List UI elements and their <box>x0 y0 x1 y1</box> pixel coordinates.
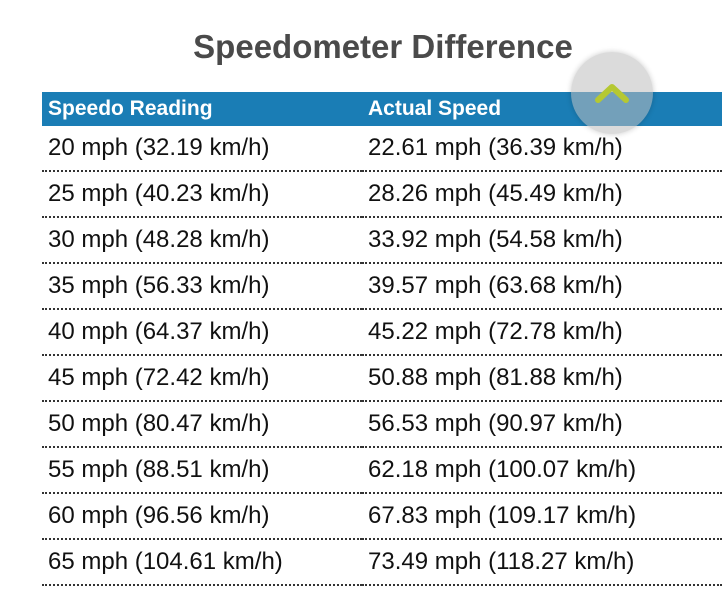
table-row: 40 mph (64.37 km/h) 45.22 mph (72.78 km/h… <box>42 309 722 356</box>
table-cell: 56.53 mph (90.97 km/h) <box>362 401 722 448</box>
table-row: 25 mph (40.23 km/h) 28.26 mph (45.49 km/h… <box>42 171 722 218</box>
column-header: Actual Speed <box>362 92 722 126</box>
table-cell: 30 mph (48.28 km/h) <box>42 217 362 264</box>
table-cell: 28.26 mph (45.49 km/h) <box>362 171 722 218</box>
chevron-icon <box>595 84 629 103</box>
scroll-top-button[interactable] <box>571 52 653 134</box>
table-cell: 50.88 mph (81.88 km/h) <box>362 355 722 402</box>
table-cell: 20 mph (32.19 km/h) <box>42 126 362 172</box>
table-cell: 65 mph (104.61 km/h) <box>42 539 362 586</box>
table-row: 45 mph (72.42 km/h) 50.88 mph (81.88 km/h… <box>42 355 722 402</box>
table-row: 20 mph (32.19 km/h) 22.61 mph (36.39 km/h… <box>42 126 722 172</box>
table-cell: 45.22 mph (72.78 km/h) <box>362 309 722 356</box>
table-cell: 25 mph (40.23 km/h) <box>42 171 362 218</box>
table-cell: 60 mph (96.56 km/h) <box>42 493 362 540</box>
table-cell: 50 mph (80.47 km/h) <box>42 401 362 448</box>
table-cell: 62.18 mph (100.07 km/h) <box>362 447 722 494</box>
table-cell: 45 mph (72.42 km/h) <box>42 355 362 402</box>
table-body: 20 mph (32.19 km/h) 22.61 mph (36.39 km/h… <box>42 126 722 586</box>
header-row: Speedo Reading Actual Speed <box>42 92 722 126</box>
table-cell: 67.83 mph (109.17 km/h) <box>362 493 722 540</box>
speed-table: Speedo Reading Actual Speed 20 mph (32.19… <box>42 92 722 586</box>
table-row: 30 mph (48.28 km/h) 33.92 mph (54.58 km/h… <box>42 217 722 264</box>
table-cell: 22.61 mph (36.39 km/h) <box>362 126 722 172</box>
table-cell: 33.92 mph (54.58 km/h) <box>362 217 722 264</box>
column-header: Speedo Reading <box>42 92 362 126</box>
table-cell: 55 mph (88.51 km/h) <box>42 447 362 494</box>
table-cell: 40 mph (64.37 km/h) <box>42 309 362 356</box>
table-cell: 35 mph (56.33 km/h) <box>42 263 362 310</box>
table-cell: 39.57 mph (63.68 km/h) <box>362 263 722 310</box>
table-row: 35 mph (56.33 km/h) 39.57 mph (63.68 km/h… <box>42 263 722 310</box>
table-row: 50 mph (80.47 km/h) 56.53 mph (90.97 km/h… <box>42 401 722 448</box>
page-title: Speedometer Difference <box>193 28 573 65</box>
table-row: 60 mph (96.56 km/h) 67.83 mph (109.17 km/… <box>42 493 722 540</box>
table-row: 55 mph (88.51 km/h) 62.18 mph (100.07 km/… <box>42 447 722 494</box>
table-cell: 73.49 mph (118.27 km/h) <box>362 539 722 586</box>
table-row: 65 mph (104.61 km/h) 73.49 mph (118.27 km… <box>42 539 722 586</box>
